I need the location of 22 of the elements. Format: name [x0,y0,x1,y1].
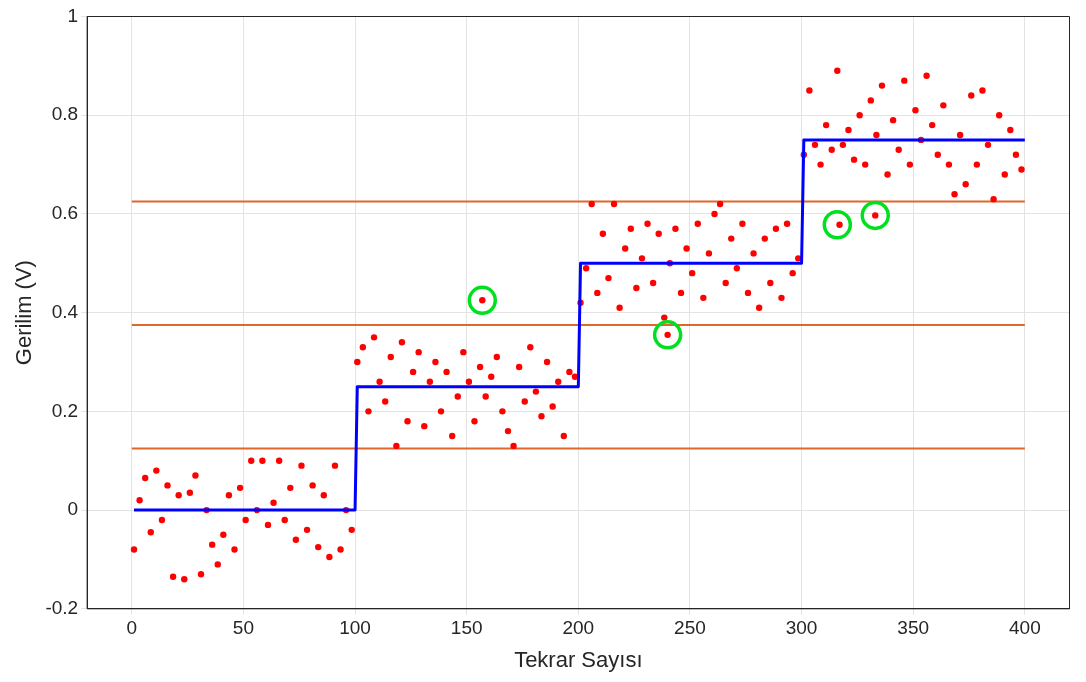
y-tick-label: -0.2 [45,597,79,619]
x-axis-title: Tekrar Sayısı [514,646,643,672]
y-axis-title: Gerilim (V) [11,260,37,366]
x-tick-label: 350 [897,617,930,639]
point [822,210,853,240]
point [860,200,891,231]
x-tick-label: 150 [450,617,483,639]
x-tick-label: 0 [126,617,138,639]
x-tick-label: 50 [232,617,254,639]
point [467,285,498,316]
y-tick-label: 0.4 [51,300,79,322]
y-tick-label: 1 [67,4,79,26]
y-tick-label: 0.2 [51,399,79,421]
y-tick-label: 0.8 [51,103,79,125]
x-tick-label: 250 [674,617,706,639]
y-tick-label: 0.6 [51,202,79,224]
x-tick-label: 200 [562,617,595,639]
y-tick-label: 0 [67,498,79,520]
x-tick-label: 300 [785,617,818,639]
x-tick-label: 100 [339,617,371,639]
point [652,320,683,350]
x-tick-label: 400 [1009,617,1041,639]
